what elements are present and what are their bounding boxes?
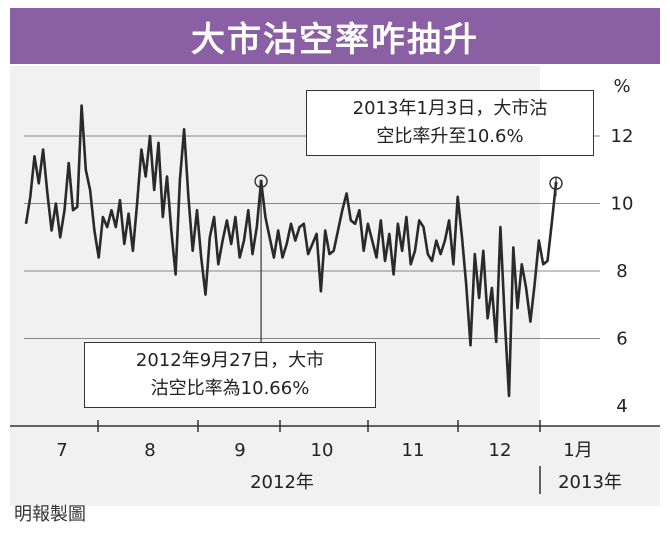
annotation-marker-0 bbox=[254, 174, 268, 188]
x-month-label-1: 8 bbox=[144, 440, 155, 461]
y-tick-label-8: 8 bbox=[616, 261, 627, 282]
annotation-jan3: 2013年1月3日，大市沽 空比率升至10.6% bbox=[306, 90, 594, 156]
axes: 7 8 9 10 11 12 1月 2012年 2013年 bbox=[10, 420, 660, 494]
y-unit-label: % bbox=[613, 76, 630, 97]
annotation-marker-dot-1 bbox=[554, 181, 558, 185]
x-month-label-3: 10 bbox=[311, 440, 334, 461]
x-month-label-2: 9 bbox=[234, 440, 245, 461]
credit: 明報製圖 bbox=[14, 504, 86, 525]
annotation-sep27-line2: 沽空比率為10.66% bbox=[150, 378, 310, 399]
annotation-jan3-line2: 空比率升至10.6% bbox=[376, 126, 524, 147]
x-year-label-2013: 2013年 bbox=[558, 472, 622, 493]
annotation-marker-dot-0 bbox=[259, 179, 263, 183]
y-tick-label-4: 4 bbox=[616, 396, 627, 417]
x-month-label-6: 1月 bbox=[563, 440, 592, 461]
line-chart: 4 6 8 10 12% 7 8 9 10 11 12 1月 2012年 2013年 bbox=[10, 66, 660, 494]
x-year-label-2012: 2012年 bbox=[250, 472, 314, 493]
annotation-jan3-line1: 2013年1月3日，大市沽 bbox=[352, 98, 548, 119]
y-tick-label-12: 12 bbox=[611, 126, 634, 147]
x-month-label-5: 12 bbox=[489, 440, 512, 461]
markers bbox=[254, 174, 563, 342]
annotation-sep27-line1: 2012年9月27日，大市 bbox=[135, 350, 325, 371]
series-line-short-selling-ratio bbox=[24, 104, 558, 398]
chart-area: 4 6 8 10 12% 7 8 9 10 11 12 1月 2012年 2013年 2012年9月27… bbox=[10, 66, 660, 506]
x-month-label-4: 11 bbox=[402, 440, 425, 461]
y-tick-label-10: 10 bbox=[611, 194, 634, 215]
x-month-label-0: 7 bbox=[56, 440, 67, 461]
annotation-marker-1 bbox=[549, 176, 563, 190]
chart-title: 大市沽空率咋抽升 bbox=[10, 8, 660, 64]
annotation-sep27: 2012年9月27日，大市 沽空比率為10.66% bbox=[84, 342, 376, 408]
series bbox=[24, 104, 558, 398]
y-tick-label-6: 6 bbox=[616, 329, 627, 350]
